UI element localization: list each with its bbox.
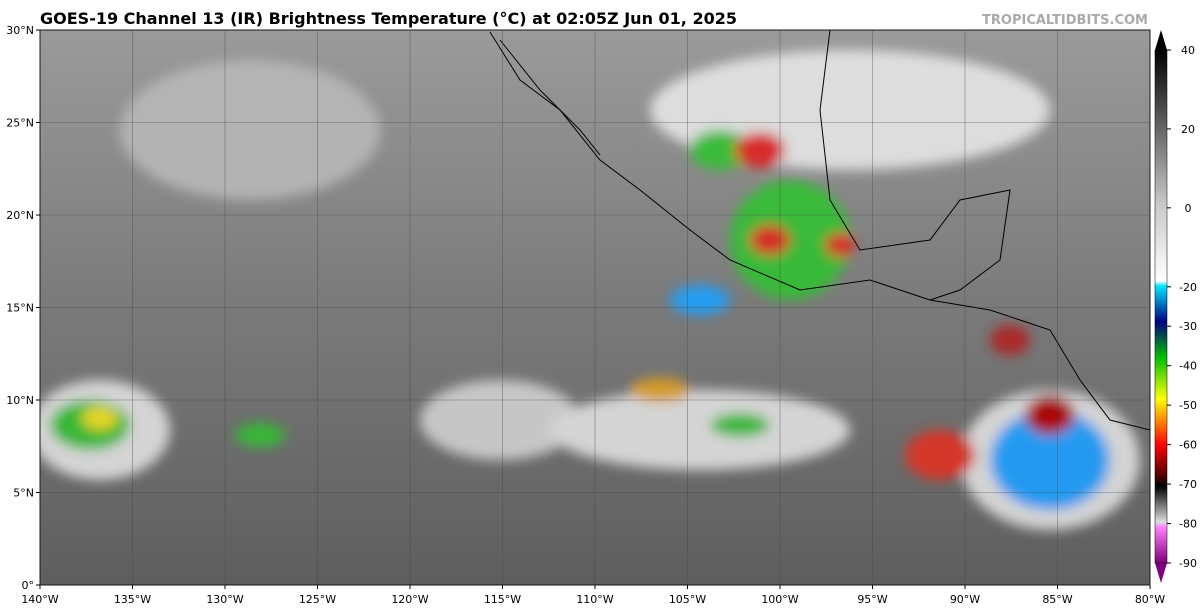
colorbar-label: 40 [1181,44,1195,57]
colorbar-label: -40 [1179,360,1197,373]
lon-label: 105°W [669,593,706,606]
lon-label: 140°W [21,593,58,606]
lon-label: 115°W [484,593,521,606]
colorbar-label: 0 [1185,202,1192,215]
lon-label: 100°W [761,593,798,606]
colorbar-label: 20 [1181,123,1195,136]
colorbar-label: -80 [1179,518,1197,531]
lat-label: 15°N [6,302,34,315]
lon-label: 110°W [576,593,613,606]
lon-label: 130°W [206,593,243,606]
lon-label: 125°W [299,593,336,606]
lat-label: 20°N [6,209,34,222]
colorbar: 40 20 0 -20 -30 -40 -50 -60 -70 -80 -90 [1154,30,1197,583]
graticule: 140°W 135°W 130°W 125°W 120°W 115°W 110°W 105°W… [6,24,1165,606]
lon-label: 80°W [1135,593,1165,606]
lon-label: 95°W [857,593,887,606]
lat-label: 10°N [6,394,34,407]
colorbar-label: -20 [1179,281,1197,294]
credit: TROPICALTIDBITS.COM [982,13,1148,28]
lat-label: 5°N [13,487,34,500]
title: GOES-19 Channel 13 (IR) Brightness Tempe… [40,9,737,28]
lon-label: 135°W [114,593,151,606]
lat-label: 0° [22,579,35,592]
lat-label: 30°N [6,24,34,37]
lon-label: 90°W [950,593,980,606]
colorbar-label: -50 [1179,399,1197,412]
colorbar-label: -30 [1179,320,1197,333]
lon-label: 120°W [391,593,428,606]
lat-label: 25°N [6,117,34,130]
colorbar-label: -70 [1179,478,1197,491]
colorbar-label: -90 [1179,557,1197,570]
lon-label: 85°W [1042,593,1072,606]
colorbar-label: -60 [1179,439,1197,452]
